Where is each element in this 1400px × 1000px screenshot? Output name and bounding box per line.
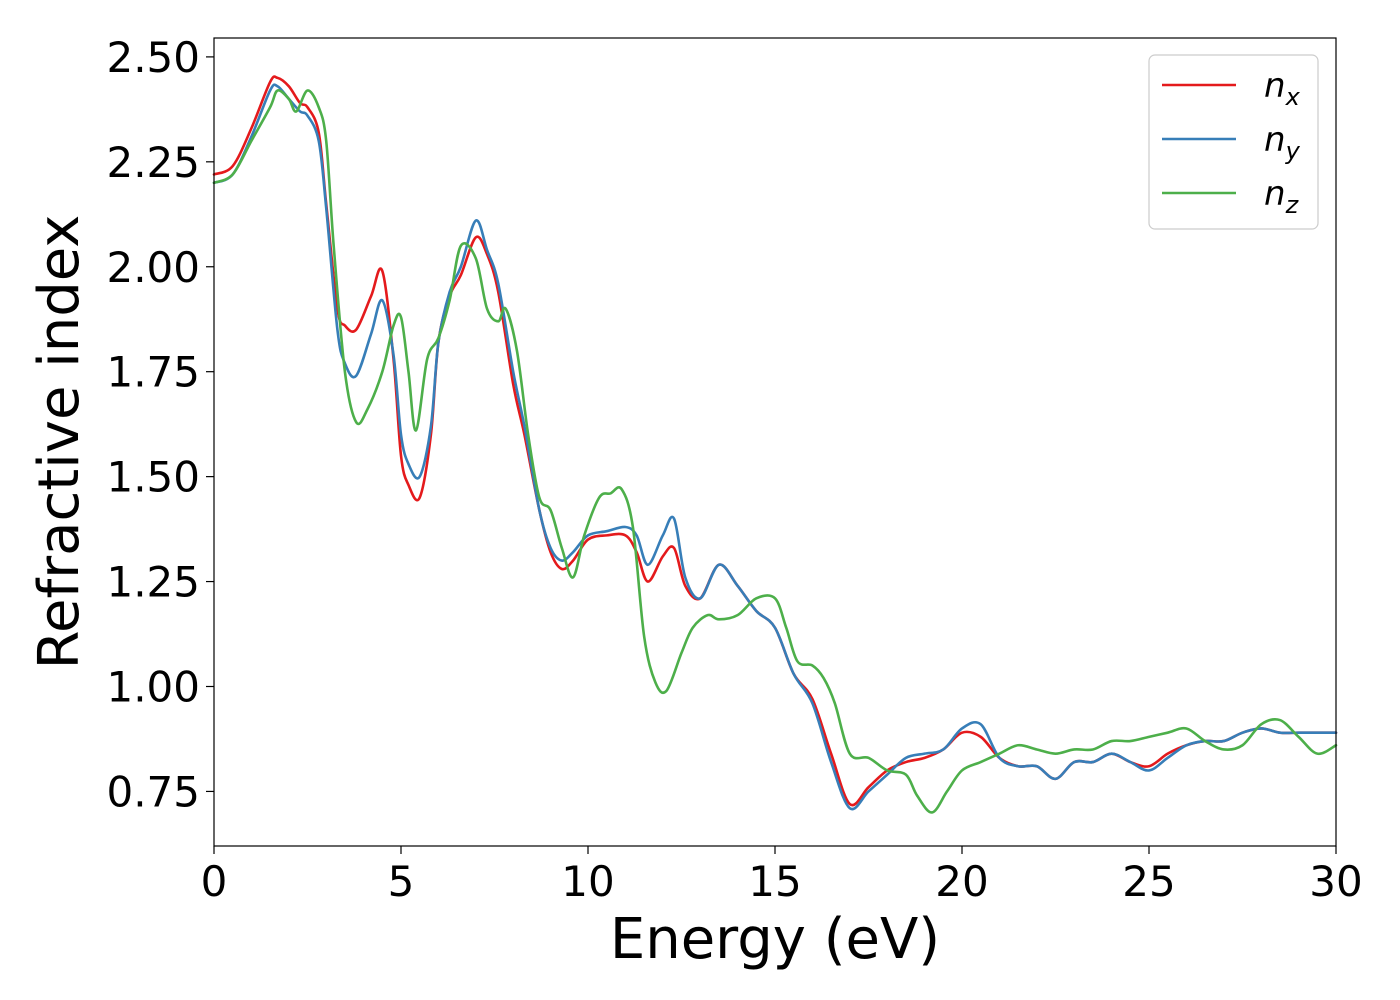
y-tick-label: 2.00: [106, 243, 200, 292]
x-tick-label: 25: [1122, 857, 1175, 906]
series-line-n-y: [212, 83, 1338, 811]
x-axis-title: Energy (eV): [610, 907, 940, 972]
y-axis: 0.75 1.00 1.25 1.50 1.75 2.00 2.25 2.50: [106, 33, 214, 816]
series-line-n-z: [212, 88, 1338, 814]
legend-box: [1148, 54, 1319, 230]
x-tick-label: 15: [748, 857, 801, 906]
y-axis-title: Refractive index: [27, 215, 92, 670]
y-tick-label: 2.50: [106, 33, 200, 82]
y-tick-label: 1.00: [106, 662, 200, 711]
y-tick-label: 1.50: [106, 453, 200, 502]
x-tick-label: 30: [1309, 857, 1362, 906]
y-tick-label: 1.75: [106, 348, 200, 397]
x-tick-label: 10: [561, 857, 614, 906]
x-axis: 0 5 10 15 20 25 30: [201, 846, 1363, 906]
series-layer: [212, 75, 1338, 814]
x-tick-label: 5: [388, 857, 415, 906]
x-tick-label: 0: [201, 857, 228, 906]
y-tick-label: 2.25: [106, 138, 200, 187]
y-tick-label: 1.25: [106, 558, 200, 607]
y-tick-label: 0.75: [106, 767, 200, 816]
x-tick-label: 20: [935, 857, 988, 906]
